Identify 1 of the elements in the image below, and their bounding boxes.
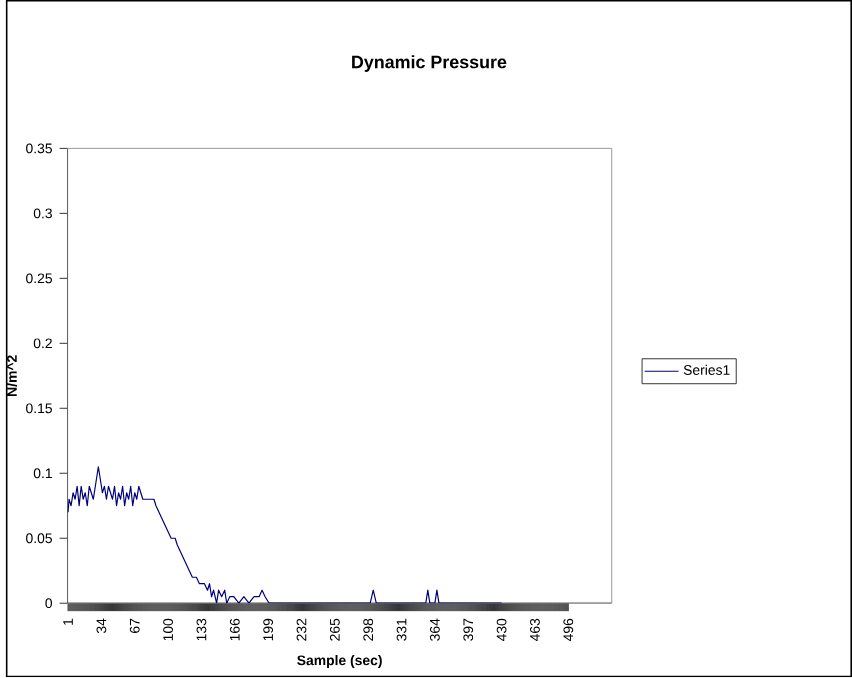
chart-title: Dynamic Pressure bbox=[352, 55, 507, 73]
